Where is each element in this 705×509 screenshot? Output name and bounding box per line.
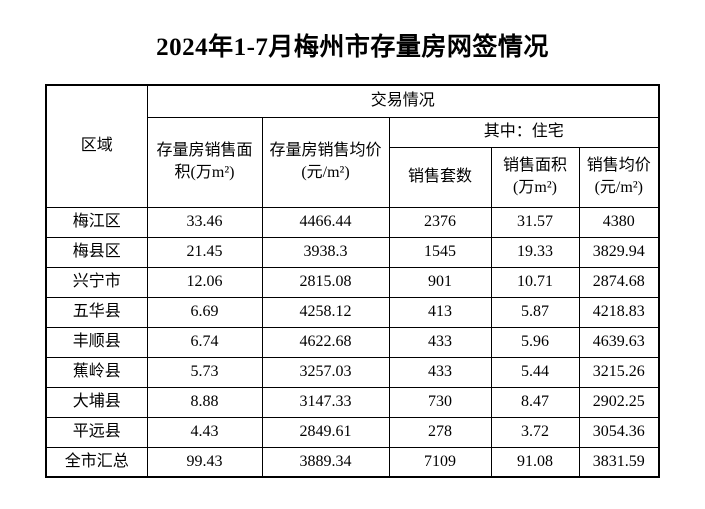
table-row: 丰顺县 6.74 4622.68 433 5.96 4639.63 [45, 326, 660, 358]
value-cell: 3257.03 [261, 356, 390, 388]
region-cell: 兴宁市 [45, 266, 148, 298]
header-residential-group: 其中：住宅 [388, 116, 660, 148]
value-cell: 8.47 [490, 386, 580, 418]
value-cell: 5.73 [146, 356, 263, 388]
region-cell: 梅县区 [45, 236, 148, 268]
value-cell: 5.96 [490, 326, 580, 358]
value-cell: 8.88 [146, 386, 263, 418]
region-cell: 五华县 [45, 296, 148, 328]
value-cell: 3215.26 [578, 356, 660, 388]
value-cell: 6.74 [146, 326, 263, 358]
value-cell: 4622.68 [261, 326, 390, 358]
table-row: 平远县 4.43 2849.61 278 3.72 3054.36 [45, 416, 660, 448]
value-cell: 5.87 [490, 296, 580, 328]
header-units-sold: 销售套数 [388, 146, 492, 208]
header-region: 区域 [45, 84, 148, 208]
value-cell: 12.06 [146, 266, 263, 298]
value-cell: 91.08 [490, 446, 580, 478]
value-cell: 31.57 [490, 206, 580, 238]
page-title: 2024年1-7月梅州市存量房网签情况 [156, 34, 549, 61]
value-cell: 433 [388, 326, 492, 358]
value-cell: 21.45 [146, 236, 263, 268]
header-stock-avg-price: 存量房销售均价 (元/m²) [261, 116, 390, 208]
region-cell: 梅江区 [45, 206, 148, 238]
value-cell: 2849.61 [261, 416, 390, 448]
region-cell: 蕉岭县 [45, 356, 148, 388]
value-cell: 4218.83 [578, 296, 660, 328]
value-cell: 6.69 [146, 296, 263, 328]
value-cell: 10.71 [490, 266, 580, 298]
value-cell: 730 [388, 386, 492, 418]
value-cell: 2815.08 [261, 266, 390, 298]
table-row: 梅江区 33.46 4466.44 2376 31.57 4380 [45, 206, 660, 238]
value-cell: 3829.94 [578, 236, 660, 268]
region-cell: 平远县 [45, 416, 148, 448]
value-cell: 4639.63 [578, 326, 660, 358]
table-row: 兴宁市 12.06 2815.08 901 10.71 2874.68 [45, 266, 660, 298]
value-cell: 901 [388, 266, 492, 298]
table-row: 全市汇总 99.43 3889.34 7109 91.08 3831.59 [45, 446, 660, 478]
header-sales-avg-price: 销售均价 (元/m²) [578, 146, 660, 208]
header-sales-area: 销售面积 (万m²) [490, 146, 580, 208]
table-row: 大埔县 8.88 3147.33 730 8.47 2902.25 [45, 386, 660, 418]
value-cell: 2874.68 [578, 266, 660, 298]
header-transaction-group: 交易情况 [146, 84, 660, 118]
value-cell: 3889.34 [261, 446, 390, 478]
region-cell: 大埔县 [45, 386, 148, 418]
value-cell: 5.44 [490, 356, 580, 388]
value-cell: 433 [388, 356, 492, 388]
table-body: 梅江区 33.46 4466.44 2376 31.57 4380 梅县区 21.45 3938… [45, 206, 660, 478]
table-header: 区域 交易情况 存量房销售面 积(万m²) 存量房销售均价 (元/m²) 其中：… [45, 84, 660, 208]
value-cell: 2376 [388, 206, 492, 238]
value-cell: 4380 [578, 206, 660, 238]
value-cell: 1545 [388, 236, 492, 268]
value-cell: 3.72 [490, 416, 580, 448]
value-cell: 19.33 [490, 236, 580, 268]
table-row: 五华县 6.69 4258.12 413 5.87 4218.83 [45, 296, 660, 328]
value-cell: 3054.36 [578, 416, 660, 448]
value-cell: 413 [388, 296, 492, 328]
value-cell: 4258.12 [261, 296, 390, 328]
table-row: 梅县区 21.45 3938.3 1545 19.33 3829.94 [45, 236, 660, 268]
region-cell: 全市汇总 [45, 446, 148, 478]
region-cell: 丰顺县 [45, 326, 148, 358]
value-cell: 3831.59 [578, 446, 660, 478]
signing-data-table: 区域 交易情况 存量房销售面 积(万m²) 存量房销售均价 (元/m²) 其中：… [45, 84, 661, 478]
value-cell: 3147.33 [261, 386, 390, 418]
value-cell: 2902.25 [578, 386, 660, 418]
value-cell: 99.43 [146, 446, 263, 478]
value-cell: 33.46 [146, 206, 263, 238]
value-cell: 3938.3 [261, 236, 390, 268]
value-cell: 278 [388, 416, 492, 448]
header-stock-sales-area: 存量房销售面 积(万m²) [146, 116, 263, 208]
value-cell: 4466.44 [261, 206, 390, 238]
value-cell: 7109 [388, 446, 492, 478]
table-row: 蕉岭县 5.73 3257.03 433 5.44 3215.26 [45, 356, 660, 388]
value-cell: 4.43 [146, 416, 263, 448]
